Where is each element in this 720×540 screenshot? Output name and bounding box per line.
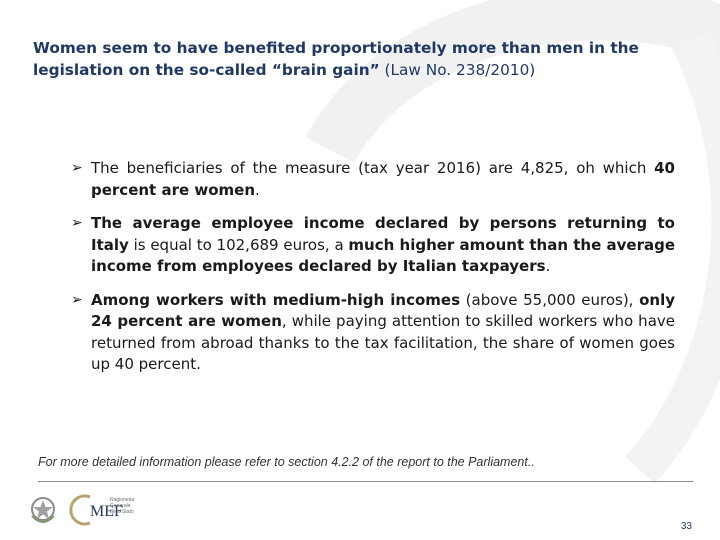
bullet-item-average-income: ➢ The average employee income declared b… xyxy=(71,213,675,278)
bullet-text: (above 55,000 euros), xyxy=(460,290,640,309)
mef-subtitle-line: Generale xyxy=(110,503,131,509)
page-number: 33 xyxy=(680,521,692,532)
slide-title: Women seem to have benefited proportiona… xyxy=(33,37,693,81)
bullet-bold-text: 40 percent are women xyxy=(91,159,675,199)
italian-republic-emblem-icon xyxy=(31,497,55,523)
bullet-text: The beneficiaries of the measure (tax ye… xyxy=(91,159,655,177)
bullet-bold-text: much higher amount than the average inco… xyxy=(91,235,675,276)
footer-divider xyxy=(38,481,693,482)
bullet-text: is equal to 102,689 euros, a xyxy=(128,235,349,254)
mef-logo: MEF Ragioneria Generale dello Stato xyxy=(62,493,142,527)
arrow-bullet-icon: ➢ xyxy=(71,291,83,308)
bullet-item-medium-high-incomes: ➢ Among workers with medium-high incomes… xyxy=(71,290,675,376)
mef-subtitle-line: Ragioneria xyxy=(110,497,135,503)
bullet-bold-text: Among workers with medium-high incomes xyxy=(91,290,461,309)
bullet-item-beneficiaries: ➢ The beneficiaries of the measure (tax … xyxy=(71,158,675,201)
mef-logo-mark-icon xyxy=(69,494,91,526)
mef-logo-text: MEF xyxy=(90,503,123,520)
bullet-text: . xyxy=(255,180,260,199)
bullet-bold-text: only 24 percent are women xyxy=(91,290,675,331)
title-bold-text: Women seem to have benefited proportiona… xyxy=(33,39,639,79)
title-law-reference: (Law No. 238/2010) xyxy=(379,61,536,79)
bullet-text: , while paying attention to skilled work… xyxy=(91,312,675,373)
mef-logo-subtitle: Ragioneria Generale dello Stato xyxy=(110,497,134,515)
mef-subtitle-line: dello Stato xyxy=(110,509,134,515)
arrow-bullet-icon: ➢ xyxy=(71,215,83,231)
footnote: For more detailed information please ref… xyxy=(38,455,535,469)
bullet-text: . xyxy=(545,257,551,275)
arrow-bullet-icon: ➢ xyxy=(71,160,83,176)
bullet-bold-text: The average employee income declared by … xyxy=(91,214,675,254)
bullet-list: ➢ The beneficiaries of the measure (tax … xyxy=(71,158,675,388)
